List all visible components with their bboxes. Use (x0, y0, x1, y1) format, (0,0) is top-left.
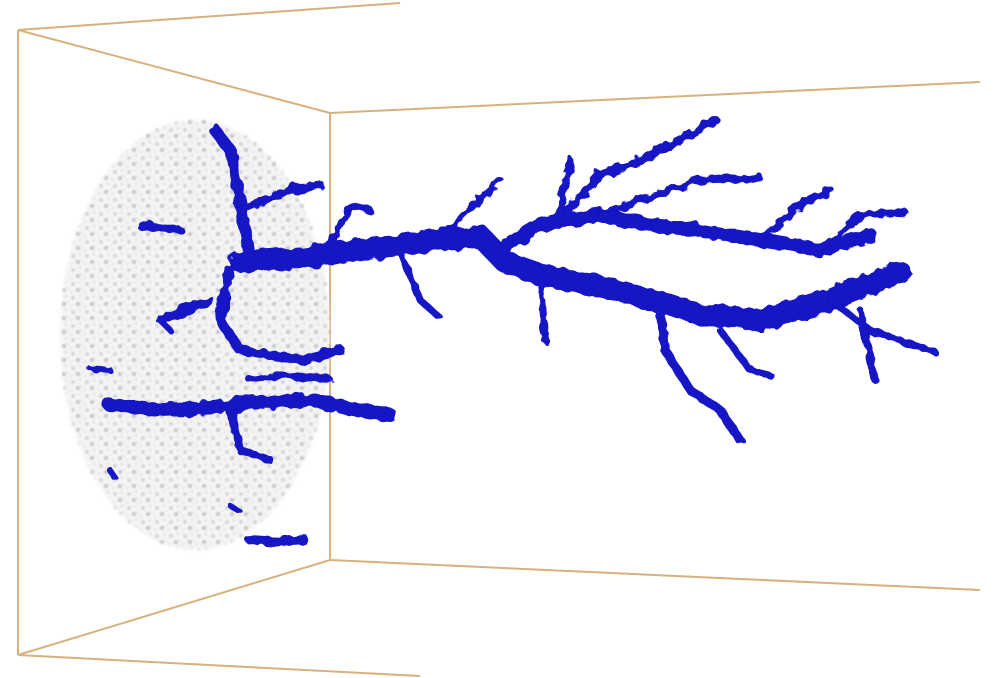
box-edge (17, 559, 331, 656)
branch (136, 221, 184, 234)
branch (826, 296, 939, 356)
trunk (229, 225, 911, 331)
box-edge (17, 654, 421, 677)
branch (235, 180, 325, 215)
branch (326, 201, 374, 254)
branch (215, 265, 345, 365)
branch (536, 276, 549, 344)
branch (156, 296, 214, 324)
branch (245, 535, 310, 547)
branch (555, 115, 720, 225)
bounding-box (17, 2, 981, 677)
cross-section (60, 120, 330, 550)
branch (226, 401, 274, 464)
fragment (87, 365, 113, 373)
branch (655, 300, 745, 445)
branch (716, 326, 774, 379)
fragment (227, 502, 243, 515)
branch (816, 208, 909, 254)
branch (436, 176, 504, 244)
fragment (107, 467, 118, 481)
branch (596, 174, 764, 219)
box-edge (17, 29, 331, 114)
branch (493, 208, 877, 257)
branching-structure (87, 115, 939, 547)
box-edge (329, 559, 981, 591)
branch (396, 246, 444, 322)
box-edge (329, 81, 981, 114)
branch (556, 156, 574, 219)
branch (246, 371, 334, 384)
branch (103, 393, 397, 422)
fragment (157, 317, 173, 333)
branch (756, 186, 834, 244)
branch (209, 124, 256, 266)
branch (856, 306, 879, 384)
box-edge (17, 2, 401, 31)
